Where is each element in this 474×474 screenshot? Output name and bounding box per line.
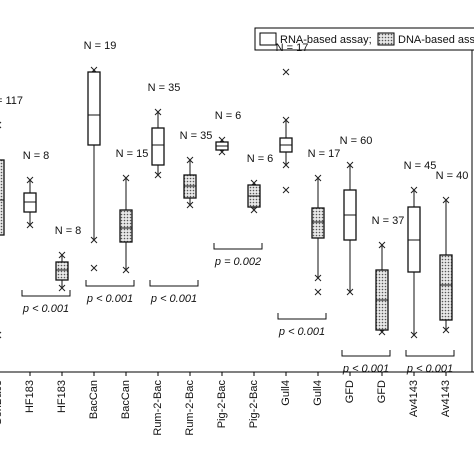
x-tick-label: Pig-2-Bac <box>216 380 228 429</box>
x-tick-label: BacCan <box>120 380 132 419</box>
legend-label: DNA-based assay <box>398 34 474 46</box>
x-tick-label: Av4143 <box>408 380 420 417</box>
box <box>87 71 101 146</box>
box <box>119 209 133 243</box>
bracket <box>149 280 199 287</box>
x-tick-label: Gull4 <box>312 380 324 406</box>
box <box>311 207 325 239</box>
marker <box>250 206 258 214</box>
bracket <box>213 243 263 250</box>
marker <box>314 288 322 296</box>
marker <box>442 326 450 334</box>
bracket <box>21 290 71 297</box>
x-tick-label: GenBac3 <box>0 380 4 426</box>
x-tick-label: GFD <box>344 380 356 403</box>
legend-frame <box>254 27 474 51</box>
n-label: N = 35 <box>148 82 181 94</box>
bracket <box>405 350 455 357</box>
marker <box>314 274 322 282</box>
box <box>151 127 165 166</box>
n-label: N = 45 <box>404 160 437 172</box>
marker <box>282 161 290 169</box>
n-label: N = 37 <box>372 215 405 227</box>
marker <box>154 108 162 116</box>
annotation: p < 0.001 <box>342 363 389 375</box>
legend: RNA-based assay; DNA-based assay <box>254 27 474 51</box>
n-label: N = 35 <box>180 130 213 142</box>
n-label: N = 17 <box>276 42 309 54</box>
marker <box>0 331 2 339</box>
marker <box>282 186 290 194</box>
marker <box>282 116 290 124</box>
box <box>0 159 5 236</box>
marker <box>122 174 130 182</box>
n-label: N = 8 <box>55 225 82 237</box>
n-label: N = 6 <box>215 110 242 122</box>
marker <box>122 266 130 274</box>
legend-label: RNA-based assay; <box>280 34 372 46</box>
annotation: p = 0.002 <box>214 256 261 268</box>
x-tick-label: BacCan <box>88 380 100 419</box>
marker <box>26 176 34 184</box>
marker <box>90 264 98 272</box>
box <box>439 254 453 321</box>
bracket <box>341 350 391 357</box>
marker <box>282 68 290 76</box>
marker <box>0 121 2 129</box>
marker <box>154 171 162 179</box>
marker <box>314 174 322 182</box>
marker <box>346 161 354 169</box>
n-label: N = 15 <box>116 148 149 160</box>
n-label: N = 117 <box>0 95 23 107</box>
legend-swatch <box>377 32 395 46</box>
x-tick-label: Pig-2-Bac <box>248 380 260 429</box>
n-label: N = 6 <box>247 153 274 165</box>
annotation: p < 0.001 <box>406 363 453 375</box>
n-label: N = 19 <box>84 40 117 52</box>
annotation: p < 0.001 <box>86 293 133 305</box>
marker <box>58 251 66 259</box>
x-tick-label: Gull4 <box>280 380 292 406</box>
x-tick-label: HF183 <box>24 380 36 413</box>
marker <box>58 284 66 292</box>
n-label: N = 8 <box>23 150 50 162</box>
legend-swatch <box>259 32 277 46</box>
marker <box>90 236 98 244</box>
marker <box>186 156 194 164</box>
n-label: N = 40 <box>436 170 469 182</box>
bracket <box>85 280 135 287</box>
x-tick-label: Av4143 <box>440 380 452 417</box>
marker <box>26 221 34 229</box>
x-tick-label: Rum-2-Bac <box>184 380 196 436</box>
bracket <box>277 313 327 320</box>
annotation: p < 0.001 <box>150 293 197 305</box>
marker <box>410 186 418 194</box>
marker <box>410 331 418 339</box>
x-tick-label: HF183 <box>56 380 68 413</box>
annotation: p < 0.001 <box>278 326 325 338</box>
annotation: p < 0.001 <box>22 303 69 315</box>
marker <box>442 196 450 204</box>
marker <box>346 288 354 296</box>
box <box>55 261 69 281</box>
n-label: N = 60 <box>340 135 373 147</box>
marker <box>186 201 194 209</box>
n-label: N = 17 <box>308 148 341 160</box>
x-tick-label: Rum-2-Bac <box>152 380 164 436</box>
x-tick-label: GFD <box>376 380 388 403</box>
marker <box>378 241 386 249</box>
